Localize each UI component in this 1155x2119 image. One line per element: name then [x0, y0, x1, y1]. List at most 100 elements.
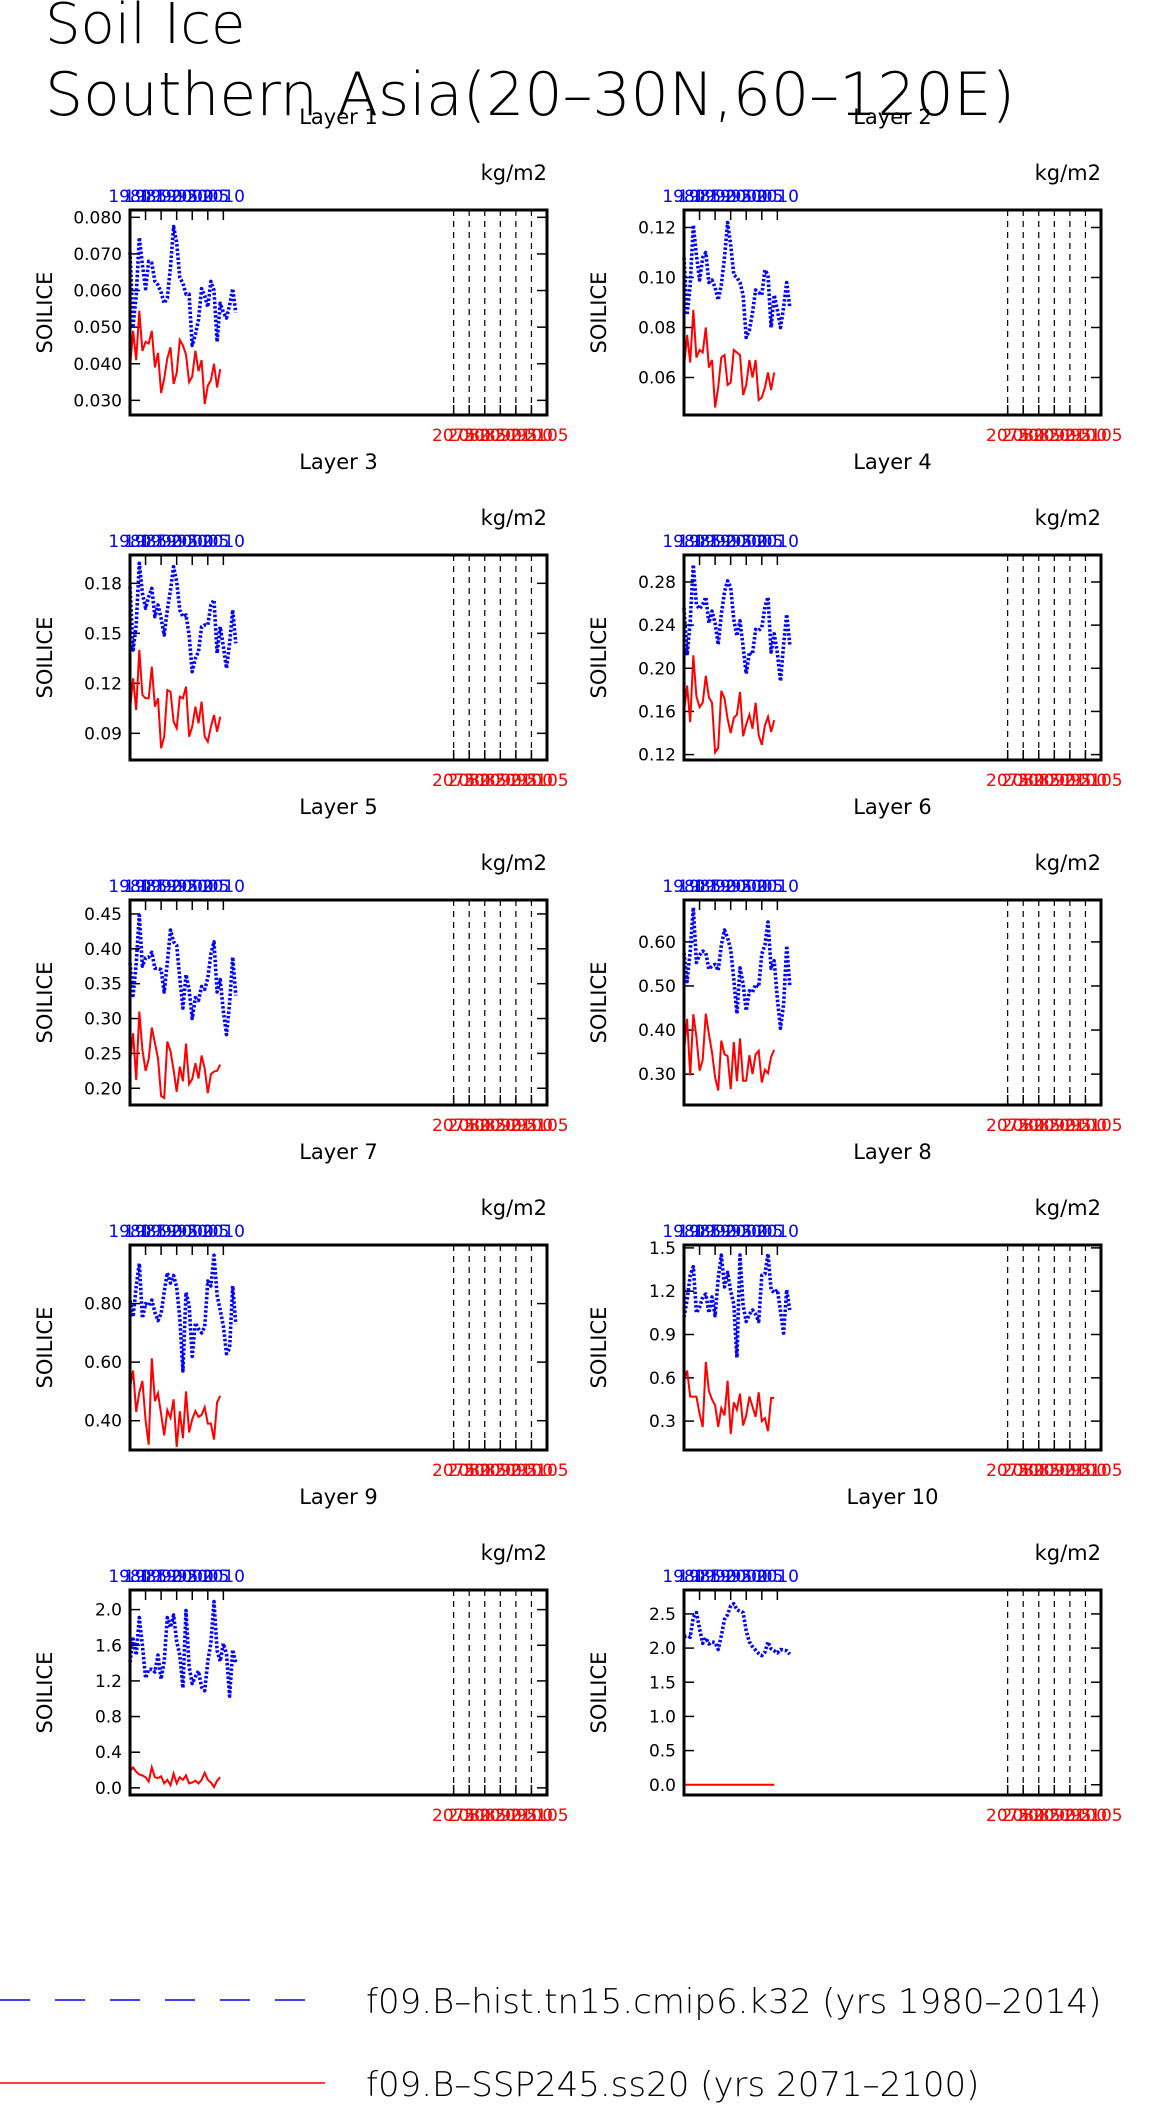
panel-title: Layer 9 — [299, 1485, 378, 1509]
panel-layer-7: Layer 7 kg/m2 SOILICE 0.40 0.60 0.80 198019851… — [33, 1140, 569, 1481]
top-tick-label: 2000 — [725, 532, 768, 552]
y-tick-label: 0.08 — [638, 319, 676, 339]
series-line-hist — [682, 905, 792, 1031]
top-tick-label: 1980 — [662, 532, 705, 552]
y-tick-label: 0.18 — [84, 574, 122, 594]
bottom-tick-label: 2080 — [448, 771, 491, 791]
units-label: kg/m2 — [481, 1196, 547, 1220]
bottom-tick-label: 2100 — [510, 771, 553, 791]
bottom-tick-label: 2095 — [494, 426, 537, 446]
top-tick-label: 2000 — [171, 1222, 214, 1242]
units-label: kg/m2 — [1035, 851, 1101, 875]
bottom-tick-label: 2080 — [1002, 1461, 1045, 1481]
panel-title: Layer 10 — [847, 1485, 939, 1509]
y-tick-label: 0.30 — [84, 1010, 122, 1030]
y-axis-label: SOILICE — [587, 272, 611, 354]
bottom-tick-label: 2090 — [1033, 1461, 1076, 1481]
top-tick-label: 1990 — [693, 1222, 736, 1242]
plot-frame — [128, 1588, 549, 1797]
series-line-hist — [682, 562, 792, 684]
bottom-tick-label: 2100 — [510, 426, 553, 446]
y-tick-label: 0.06 — [638, 369, 676, 389]
bottom-tick-label: 2105 — [525, 1806, 568, 1826]
top-tick-label: 2010 — [756, 1567, 799, 1587]
bottom-tick-label: 2090 — [479, 1806, 522, 1826]
bottom-tick-label: 2090 — [1033, 1806, 1076, 1826]
top-tick-label: 1985 — [678, 1222, 721, 1242]
panel-title: Layer 2 — [853, 105, 932, 129]
bottom-tick-label: 2080 — [1002, 426, 1045, 446]
y-axis-label: SOILICE — [587, 962, 611, 1044]
y-tick-label: 0.3 — [649, 1412, 676, 1432]
top-tick-label: 1995 — [709, 877, 752, 897]
top-tick-label: 2000 — [171, 877, 214, 897]
top-tick-label: 2010 — [756, 877, 799, 897]
y-tick-label: 0.060 — [73, 282, 122, 302]
y-tick-label: 0.0 — [649, 1776, 676, 1796]
top-tick-label: 1980 — [108, 877, 151, 897]
bottom-tick-label: 2085 — [463, 1116, 506, 1136]
top-tick-label: 2000 — [725, 187, 768, 207]
plot-frame — [682, 208, 1103, 417]
bottom-tick-label: 2075 — [986, 1116, 1029, 1136]
bottom-tick-label: 2100 — [510, 1461, 553, 1481]
top-tick-label: 1980 — [108, 532, 151, 552]
series-line-hist — [128, 1253, 238, 1373]
top-tick-label: 2010 — [756, 1222, 799, 1242]
bottom-tick-label: 2085 — [463, 771, 506, 791]
y-tick-label: 1.5 — [649, 1673, 676, 1693]
bottom-tick-label: 2100 — [1064, 1806, 1107, 1826]
top-tick-label: 1980 — [108, 187, 151, 207]
top-tick-label: 1985 — [124, 1222, 167, 1242]
bottom-tick-label: 2090 — [479, 1461, 522, 1481]
units-label: kg/m2 — [1035, 1196, 1101, 1220]
top-tick-label: 1995 — [709, 1222, 752, 1242]
panel-layer-1: Layer 1 kg/m2 SOILICE 0.030 0.040 0.050 0.060 0… — [33, 105, 569, 446]
series-line-hist — [128, 224, 238, 348]
bottom-tick-label: 2075 — [432, 426, 475, 446]
bottom-tick-label: 2085 — [1017, 426, 1060, 446]
y-tick-label: 0.60 — [84, 1353, 122, 1373]
top-tick-label: 1980 — [662, 877, 705, 897]
y-tick-label: 0.40 — [638, 1021, 676, 1041]
bottom-tick-label: 2105 — [1079, 1116, 1122, 1136]
panel-layer-2: Layer 2 kg/m2 SOILICE 0.06 0.08 0.10 0.12 19801… — [587, 105, 1123, 446]
bottom-tick-label: 2095 — [494, 1461, 537, 1481]
bottom-tick-label: 2090 — [479, 426, 522, 446]
bottom-tick-label: 2085 — [463, 1461, 506, 1481]
y-tick-label: 1.0 — [649, 1707, 676, 1727]
plot-frame — [128, 1243, 549, 1452]
top-tick-label: 2010 — [202, 187, 245, 207]
series-line-ssp245 — [129, 1763, 221, 1789]
bottom-tick-label: 2100 — [1064, 1461, 1107, 1481]
bottom-tick-label: 2100 — [510, 1116, 553, 1136]
y-tick-label: 0.28 — [638, 573, 676, 593]
top-tick-label: 1995 — [709, 1567, 752, 1587]
top-tick-label: 1980 — [662, 1222, 705, 1242]
y-tick-label: 0.45 — [84, 905, 122, 925]
y-tick-label: 0.20 — [638, 659, 676, 679]
top-tick-label: 1990 — [139, 1222, 182, 1242]
y-tick-label: 2.5 — [649, 1605, 676, 1625]
series-line-hist — [682, 220, 792, 340]
top-tick-label: 1980 — [662, 187, 705, 207]
top-tick-label: 1995 — [155, 1222, 198, 1242]
y-tick-label: 0.50 — [638, 977, 676, 997]
series-line-hist — [128, 561, 238, 674]
plot-frame — [128, 553, 549, 762]
top-tick-label: 2000 — [171, 187, 214, 207]
bottom-tick-label: 2080 — [448, 1116, 491, 1136]
y-tick-label: 0.35 — [84, 975, 122, 995]
bottom-tick-label: 2085 — [1017, 1806, 1060, 1826]
top-tick-label: 2000 — [171, 1567, 214, 1587]
y-axis-label: SOILICE — [33, 962, 57, 1044]
y-tick-label: 0.5 — [649, 1742, 676, 1762]
y-tick-label: 0.24 — [638, 616, 676, 636]
top-tick-label: 1995 — [155, 1567, 198, 1587]
panel-title: Layer 7 — [299, 1140, 378, 1164]
bottom-tick-label: 2105 — [1079, 771, 1122, 791]
top-tick-label: 1990 — [139, 532, 182, 552]
plot-frame — [682, 1243, 1103, 1452]
top-tick-label: 2010 — [756, 532, 799, 552]
